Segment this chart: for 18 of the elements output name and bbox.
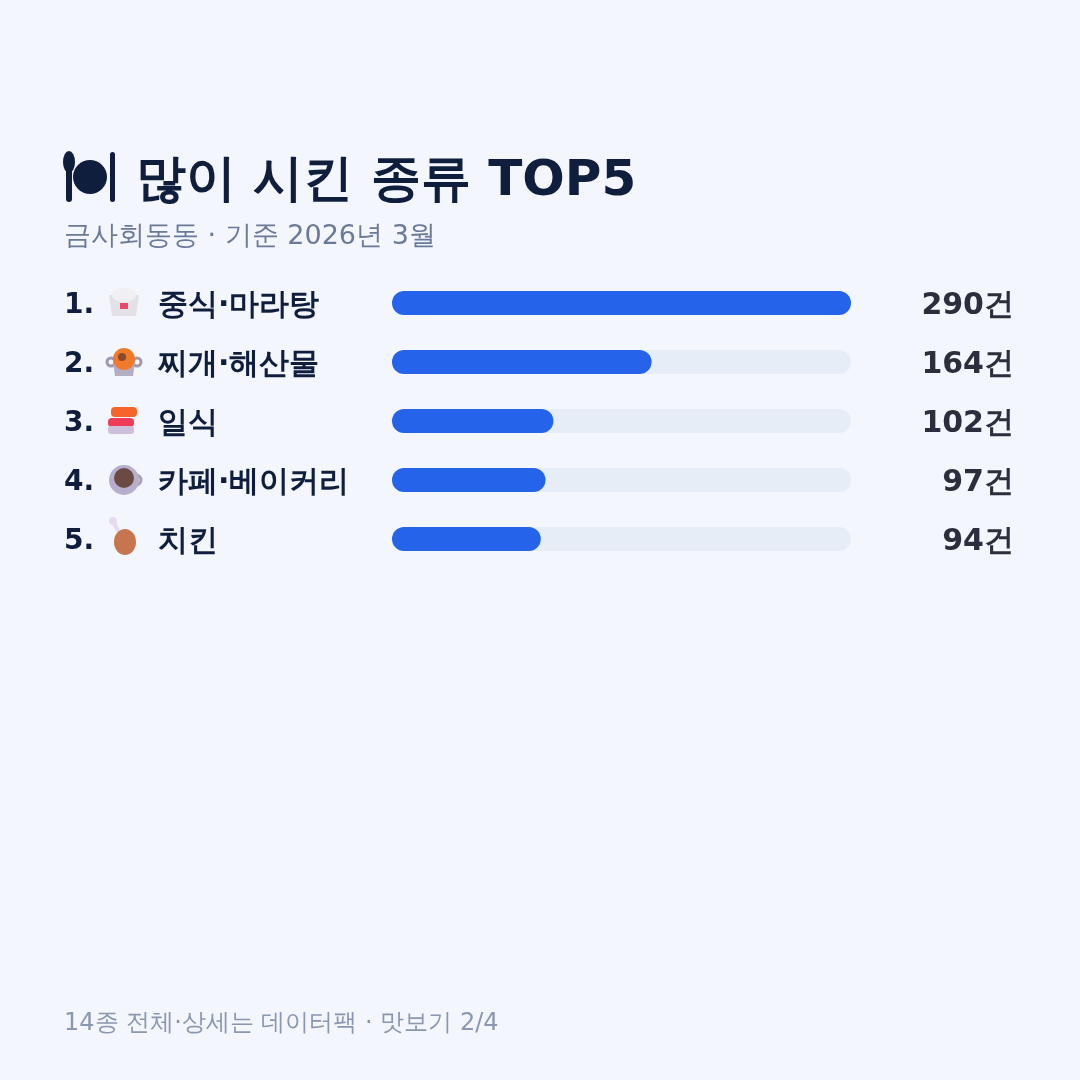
data-label: 97건 — [942, 463, 1014, 498]
chart-title: 많이 시킨 종류 TOP5 — [136, 149, 637, 207]
data-label: 164건 — [921, 345, 1014, 380]
text: 5. — [64, 523, 95, 556]
data-label: 290건 — [921, 286, 1014, 321]
data-label: 102건 — [921, 404, 1014, 439]
y-tick-label: 중식·마라탕 — [158, 286, 320, 321]
y-tick-label: 찌개·해산물 — [157, 345, 320, 380]
text: 14종 전체·상세는 데이터팩 · 맛보기 2/4 — [64, 1008, 499, 1036]
chart-subtitle: 금사회동동 · 기준 2026년 3월 — [64, 219, 436, 250]
data-label: 94건 — [942, 522, 1014, 557]
text: 1. — [64, 287, 95, 320]
y-tick-label: 카페·베이커리 — [158, 463, 350, 498]
text: 4. — [64, 464, 95, 497]
y-tick-label: 치킨 — [158, 522, 218, 557]
text: 2. — [64, 346, 95, 379]
text: 3. — [64, 405, 95, 438]
y-tick-label: 일식 — [158, 404, 218, 439]
